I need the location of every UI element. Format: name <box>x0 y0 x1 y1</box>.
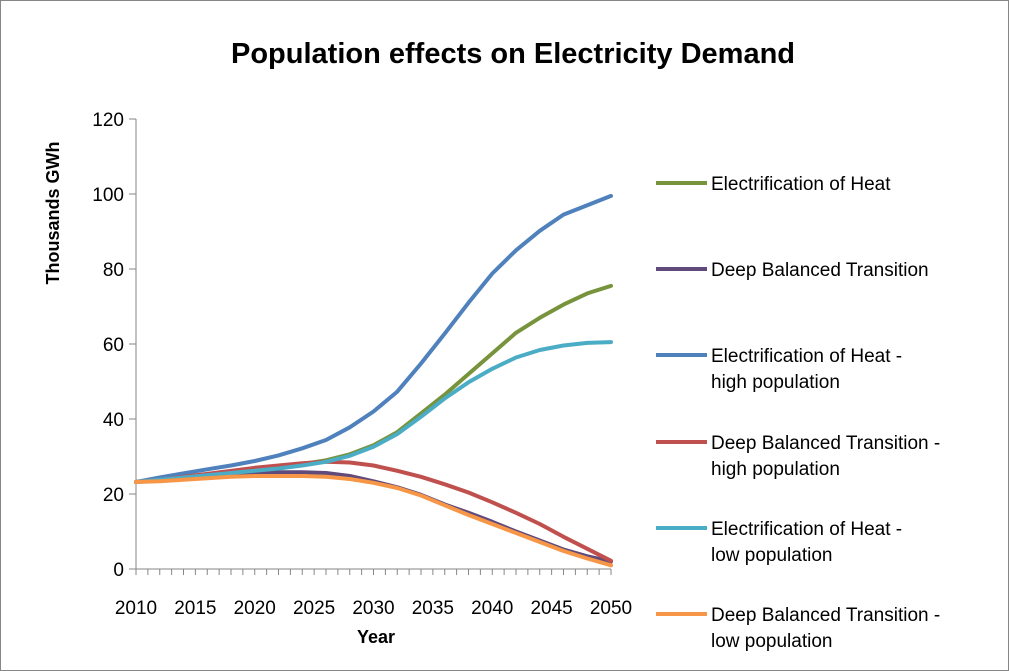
y-tick-label: 0 <box>113 560 124 581</box>
y-axis-title: Thousands GWh <box>43 142 63 285</box>
series-line-5 <box>134 340 613 484</box>
legend-label: Deep Balanced Transition <box>711 260 929 281</box>
y-tick-label: 80 <box>103 260 124 281</box>
x-tick-label: 2030 <box>352 598 394 619</box>
x-axis-title: Year <box>357 627 395 647</box>
chart-title: Population effects on Electricity Demand <box>231 38 795 70</box>
x-tick-label: 2050 <box>590 598 632 619</box>
x-tick-label: 2040 <box>471 598 513 619</box>
y-tick-label: 20 <box>103 485 124 506</box>
legend-label: Electrification of Heat -low population <box>711 519 902 566</box>
y-tick-label: 40 <box>103 410 124 431</box>
x-tick-label: 2020 <box>234 598 276 619</box>
legend-label: Deep Balanced Transition -high populatio… <box>711 433 940 480</box>
series-lines <box>134 193 613 568</box>
y-tick-label: 100 <box>92 185 124 206</box>
series-line-3 <box>134 193 613 484</box>
y-tick-label: 120 <box>92 110 124 131</box>
x-tick-label: 2035 <box>412 598 454 619</box>
x-tick-label: 2010 <box>115 598 157 619</box>
legend-label: Electrification of Heat -high population <box>711 346 902 393</box>
x-tick-label: 2015 <box>174 598 216 619</box>
legend-label: Deep Balanced Transition -low population <box>711 605 940 652</box>
series-line-2 <box>134 470 613 564</box>
y-tick-label: 60 <box>103 335 124 356</box>
x-tick-label: 2045 <box>530 598 572 619</box>
series-line-6 <box>134 474 613 568</box>
x-tick-label: 2025 <box>293 598 335 619</box>
legend-label: Electrification of Heat <box>711 174 891 195</box>
series-line-1 <box>134 283 613 484</box>
legend: Electrification of Heat Deep Balanced Tra… <box>656 174 940 652</box>
